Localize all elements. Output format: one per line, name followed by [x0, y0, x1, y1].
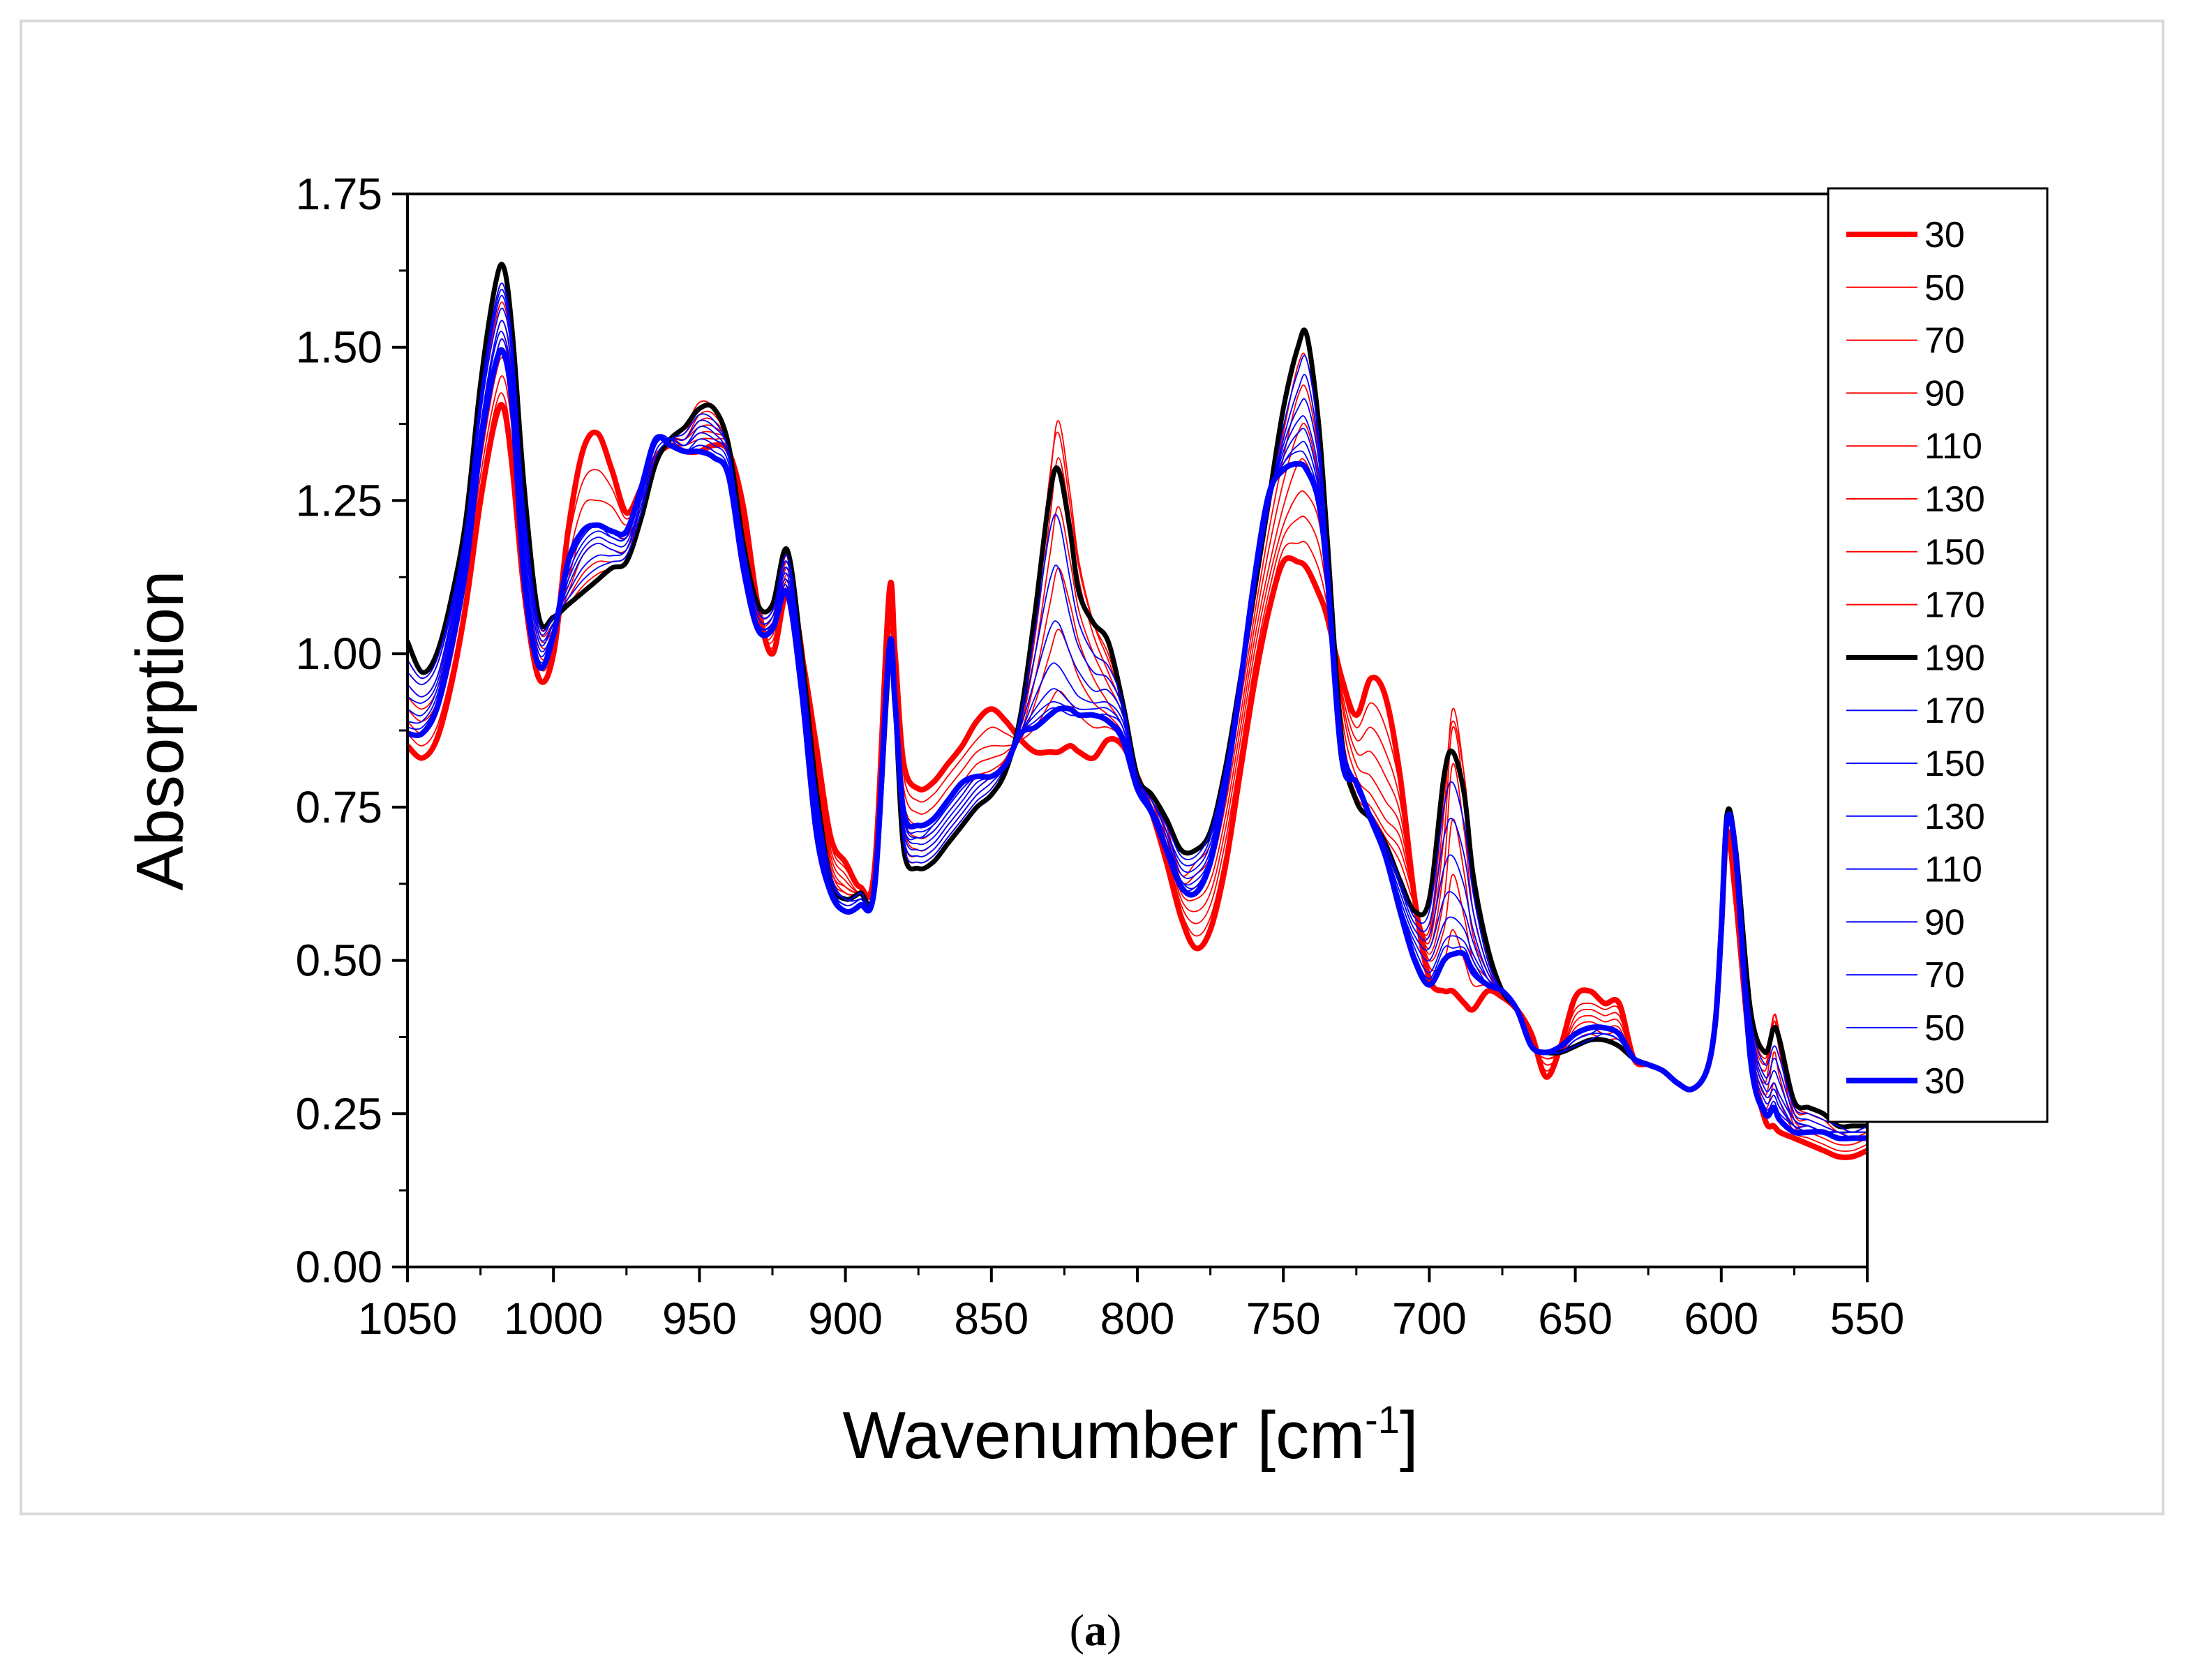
x-tick-label: 600: [1684, 1293, 1758, 1344]
x-tick-label: 900: [808, 1293, 883, 1344]
legend-label: 50: [1924, 268, 1965, 308]
y-tick-label: 0.75: [295, 782, 382, 832]
y-tick-label: 1.00: [295, 629, 382, 679]
plot-area-frame: [406, 193, 1869, 1268]
series-line-6: [407, 301, 1867, 1133]
series-line-11: [407, 294, 1867, 1134]
legend-label: 170: [1924, 691, 1985, 731]
legend-item: 30: [1846, 215, 1965, 255]
legend-item: 110: [1846, 850, 1982, 890]
y-tick-label: 1.25: [295, 475, 382, 525]
spectrum-chart: 1050 1000 950 900 850 800 750 700 650 600 550 0.00 0…: [123, 169, 2049, 1473]
caption-close: ): [1107, 1605, 1122, 1655]
legend-item: 150: [1846, 744, 1985, 784]
series-line-15: [407, 338, 1867, 1139]
legend-label: 130: [1924, 479, 1985, 520]
x-tick-label: 850: [954, 1293, 1029, 1344]
legend-item: 170: [1846, 585, 1985, 626]
legend-item: 70: [1846, 321, 1965, 361]
figure-frame: 1050 1000 950 900 850 800 750 700 650 600 550 0.00 0…: [20, 20, 2164, 1515]
x-tick-label: 950: [662, 1293, 737, 1344]
series-line-9: [407, 283, 1867, 1133]
legend-item: 190: [1846, 638, 1985, 678]
caption-open: (: [1069, 1605, 1084, 1655]
y-tick-label: 0.50: [295, 936, 382, 986]
legend-label: 70: [1924, 321, 1965, 361]
legend-item: 50: [1846, 1008, 1965, 1049]
legend-item: 130: [1846, 479, 1985, 520]
legend-label: 30: [1924, 215, 1965, 255]
legend-item: 30: [1846, 1061, 1965, 1102]
legend-item: 130: [1846, 797, 1985, 837]
x-axis-title: Wavenumber [cm-1]: [842, 1397, 1418, 1473]
y-axis-title: Absorption: [123, 571, 197, 891]
legend-label: 170: [1924, 585, 1985, 626]
legend-label: 110: [1924, 850, 1982, 890]
legend-item: 110: [1846, 426, 1982, 467]
legend: 30 50 70 90 110 130 150 170 190 170 150 130 110 90 70 5…: [1827, 187, 2049, 1123]
y-tick-label: 0.00: [295, 1242, 382, 1292]
series-line-4: [407, 338, 1867, 1139]
x-tick-label: 750: [1246, 1293, 1321, 1344]
legend-label: 90: [1924, 373, 1965, 414]
legend-label: 130: [1924, 797, 1985, 837]
y-tick-label: 0.25: [295, 1088, 382, 1139]
x-tick-label: 1050: [358, 1293, 457, 1344]
legend-label: 90: [1924, 902, 1965, 943]
legend-item: 90: [1846, 373, 1965, 414]
x-axis-title-main: Wavenumber [cm: [842, 1398, 1365, 1473]
legend-label: 190: [1924, 638, 1985, 678]
figure-caption: (a): [0, 1605, 2191, 1656]
y-tick-label: 1.50: [295, 322, 382, 373]
x-tick-label: 1000: [504, 1293, 603, 1344]
legend-label: 70: [1924, 955, 1965, 996]
x-axis-title-superscript: -1: [1365, 1397, 1400, 1441]
legend-item: 170: [1846, 691, 1985, 731]
legend-item: 70: [1846, 955, 1965, 996]
series-line-8: [407, 262, 1867, 1130]
x-tick-label: 700: [1392, 1293, 1467, 1344]
legend-label: 150: [1924, 744, 1985, 784]
legend-label: 50: [1924, 1008, 1965, 1049]
legend-label: 110: [1924, 426, 1982, 467]
y-tick-label: 1.75: [295, 169, 382, 219]
legend-label: 30: [1924, 1061, 1965, 1102]
series-line-14: [407, 331, 1867, 1139]
x-tick-label: 550: [1830, 1293, 1905, 1344]
legend-label: 150: [1924, 532, 1985, 573]
series-line-2: [407, 375, 1867, 1146]
legend-item: 150: [1846, 532, 1985, 573]
x-tick-label: 800: [1100, 1293, 1175, 1344]
series-line-10: [407, 288, 1867, 1134]
legend-item: 90: [1846, 902, 1965, 943]
series-line-5: [407, 320, 1867, 1134]
series-line-13: [407, 320, 1867, 1139]
legend-item: 50: [1846, 268, 1965, 308]
series-line-12: [407, 307, 1867, 1139]
x-tick-label: 650: [1538, 1293, 1613, 1344]
series-line-16: [407, 347, 1867, 1142]
caption-letter: a: [1084, 1605, 1107, 1655]
x-axis-title-close: ]: [1400, 1398, 1419, 1473]
series-line-3: [407, 357, 1867, 1140]
series-line-7: [407, 283, 1867, 1133]
